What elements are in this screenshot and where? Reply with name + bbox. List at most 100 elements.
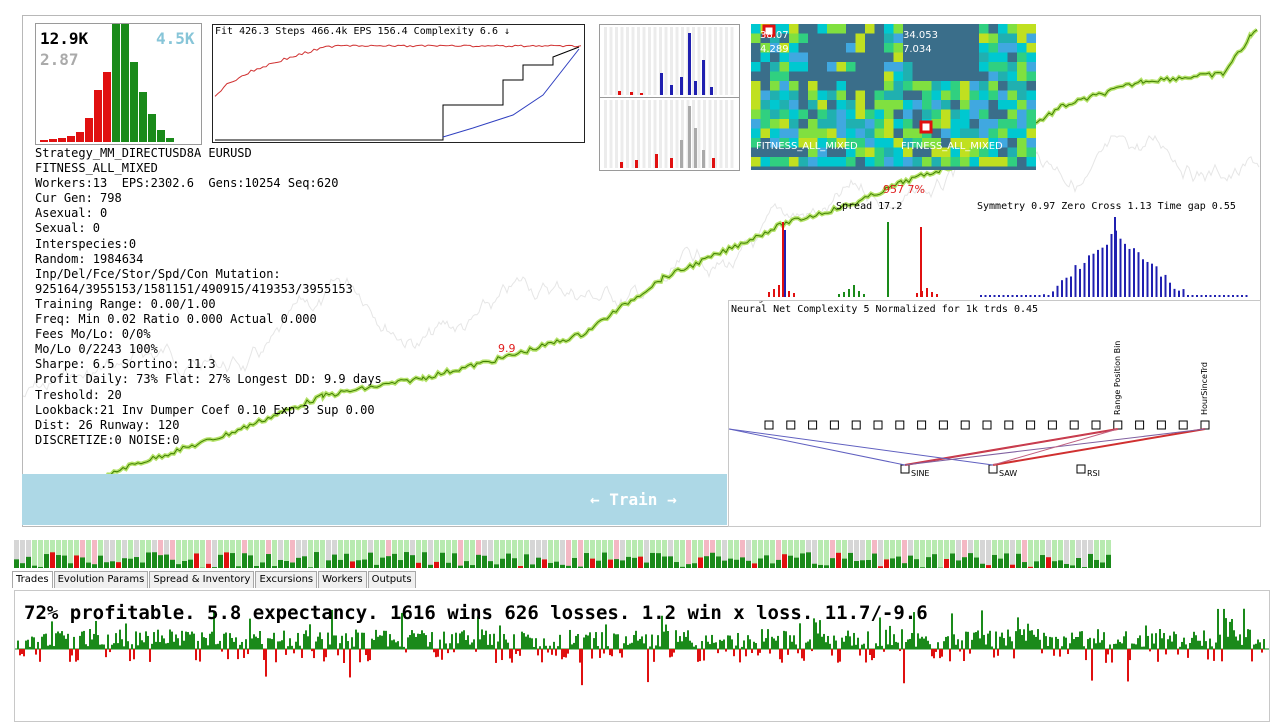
mini-bar — [680, 140, 683, 168]
dist-bar-symmetry — [1016, 295, 1018, 297]
trade-win-bar — [1201, 646, 1203, 649]
trade-loss-bar — [515, 649, 517, 654]
dist-bar-symmetry — [1187, 295, 1189, 297]
trade-win-bar — [589, 632, 591, 649]
ribbon-bar — [530, 564, 535, 568]
trade-win-bar — [549, 646, 551, 649]
heatmap-cell — [827, 81, 837, 91]
heatmap-cell — [970, 72, 980, 82]
heatmap-cell — [941, 43, 951, 53]
trade-win-bar — [763, 642, 765, 649]
trade-win-bar — [1195, 635, 1197, 649]
dist-bar-symmetry — [1097, 250, 1099, 297]
ribbon-bar — [758, 558, 763, 568]
trade-win-bar — [177, 638, 179, 649]
trade-loss-bar — [537, 649, 539, 655]
heatmap-cell — [998, 24, 1008, 34]
trade-loss-bar — [647, 649, 649, 682]
ribbon-bar — [98, 556, 103, 568]
trade-loss-bar — [265, 649, 267, 677]
ribbon-bar — [368, 553, 373, 568]
mini-bar-bg — [659, 100, 662, 168]
trade-win-bar — [163, 638, 165, 649]
trade-win-bar — [277, 641, 279, 649]
ribbon-bar — [656, 553, 661, 568]
ribbon-bar — [386, 556, 391, 568]
heatmap-cell — [951, 110, 961, 120]
trade-win-bar — [33, 637, 35, 649]
trade-win-bar — [139, 633, 141, 649]
stats-line: Sexual: 0 — [35, 221, 382, 236]
tab-spread-inventory[interactable]: Spread & Inventory — [149, 571, 254, 588]
trade-win-bar — [101, 644, 103, 649]
heatmap-marker — [921, 122, 931, 132]
neural-net-title: Neural Net Complexity 5 Normalized for 1… — [731, 304, 1038, 315]
stats-line: Training Range: 0.00/1.00 — [35, 297, 382, 312]
mini-bar-bg — [610, 27, 613, 95]
best-step-line — [215, 47, 579, 140]
trade-win-bar — [785, 631, 787, 649]
tab-workers[interactable]: Workers — [318, 571, 366, 588]
ribbon-bar — [980, 564, 985, 568]
trade-win-bar — [755, 643, 757, 649]
tab-evolution-params[interactable]: Evolution Params — [54, 571, 149, 588]
ribbon-bar — [632, 558, 637, 568]
ribbon-bar — [908, 556, 913, 568]
trade-win-bar — [1153, 644, 1155, 649]
trade-win-bar — [915, 647, 917, 649]
ribbon-bar — [116, 562, 121, 568]
heatmap-cell — [856, 62, 866, 72]
heatmap-cell — [837, 129, 847, 139]
trade-win-bar — [185, 632, 187, 649]
trade-win-bar — [1183, 638, 1185, 649]
trade-win-bar — [51, 621, 53, 649]
tab-outputs[interactable]: Outputs — [368, 571, 416, 588]
heatmap-cell — [808, 91, 818, 101]
trade-win-bar — [771, 637, 773, 649]
trade-win-bar — [391, 640, 393, 649]
ribbon-bar — [452, 553, 457, 568]
train-label[interactable]: ← Train → — [590, 490, 677, 509]
heatmap-cell — [922, 62, 932, 72]
trade-win-bar — [183, 641, 185, 649]
trade-win-bar — [639, 639, 641, 649]
heatmap-cell — [875, 100, 885, 110]
heatmap-cell — [875, 72, 885, 82]
heatmap-cell — [865, 53, 875, 63]
heatmap-cell — [884, 72, 894, 82]
tab-excursions[interactable]: Excursions — [255, 571, 317, 588]
heatmap-cell — [827, 129, 837, 139]
trade-win-bar — [317, 637, 319, 649]
heatmap-cell — [818, 43, 828, 53]
trade-win-bar — [743, 640, 745, 649]
ribbon-bar — [1034, 561, 1039, 568]
heatmap-cell — [761, 72, 771, 82]
trade-win-bar — [737, 633, 739, 649]
trade-win-bar — [1141, 647, 1143, 649]
trade-win-bar — [575, 636, 577, 649]
nn-input-node — [918, 421, 926, 429]
dist-bar-symmetry — [1246, 295, 1248, 297]
tab-trades[interactable]: Trades — [12, 571, 53, 588]
ribbon-cell — [1010, 540, 1015, 568]
heatmap-cell — [1027, 119, 1037, 129]
trade-loss-bar — [369, 649, 371, 660]
trade-win-bar — [641, 636, 643, 649]
trade-win-bar — [721, 641, 723, 649]
heatmap-cell — [875, 53, 885, 63]
heatmap-cell — [1017, 53, 1027, 63]
trade-win-bar — [1209, 639, 1211, 649]
dist-bar-symmetry — [1210, 295, 1212, 297]
ribbon-bar — [608, 560, 613, 568]
spread-label: Spread 17.2 — [836, 201, 902, 212]
trade-win-bar — [911, 633, 913, 649]
heatmap-cell — [932, 100, 942, 110]
heatmap-cell — [998, 43, 1008, 53]
trade-win-bar — [925, 636, 927, 649]
trade-loss-bar — [939, 649, 941, 658]
ribbon-bar — [1046, 557, 1051, 568]
ribbon-bar — [842, 559, 847, 568]
ribbon-bar — [950, 553, 955, 568]
ribbon-bar — [194, 553, 199, 568]
trade-win-bar — [689, 641, 691, 649]
